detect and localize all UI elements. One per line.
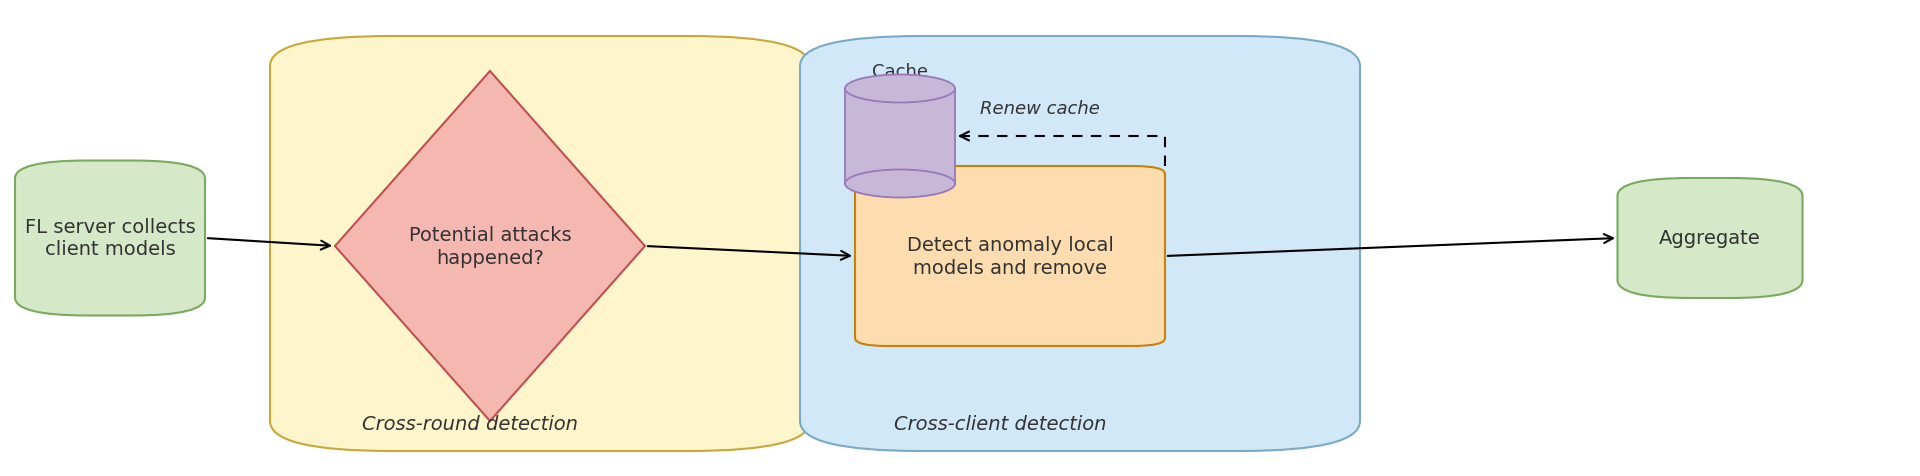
FancyBboxPatch shape xyxy=(271,37,810,451)
Text: Detect anomaly local
models and remove: Detect anomaly local models and remove xyxy=(906,236,1114,277)
Ellipse shape xyxy=(845,170,954,198)
Text: Cross-client detection: Cross-client detection xyxy=(893,415,1106,434)
FancyBboxPatch shape xyxy=(1617,178,1803,298)
FancyBboxPatch shape xyxy=(15,161,205,316)
Text: Cache: Cache xyxy=(872,63,927,81)
Text: FL server collects
client models: FL server collects client models xyxy=(25,218,196,259)
Polygon shape xyxy=(334,72,645,421)
Text: Potential attacks
happened?: Potential attacks happened? xyxy=(409,226,572,267)
Ellipse shape xyxy=(845,75,954,103)
Text: Cross-round detection: Cross-round detection xyxy=(363,415,578,434)
FancyBboxPatch shape xyxy=(854,167,1165,346)
FancyBboxPatch shape xyxy=(801,37,1359,451)
FancyBboxPatch shape xyxy=(845,89,954,184)
Text: Renew cache: Renew cache xyxy=(979,100,1100,118)
Text: Aggregate: Aggregate xyxy=(1659,229,1761,248)
